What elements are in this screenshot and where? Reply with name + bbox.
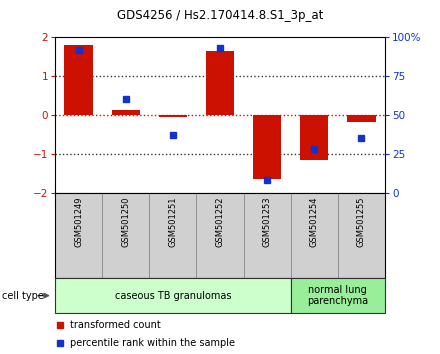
Text: GSM501253: GSM501253 bbox=[263, 196, 271, 247]
Text: GSM501252: GSM501252 bbox=[216, 196, 224, 247]
Text: GDS4256 / Hs2.170414.8.S1_3p_at: GDS4256 / Hs2.170414.8.S1_3p_at bbox=[117, 10, 323, 22]
Bar bbox=[291, 278, 385, 313]
Bar bbox=[112, 110, 140, 115]
Bar bbox=[55, 278, 291, 313]
Text: percentile rank within the sample: percentile rank within the sample bbox=[70, 338, 235, 348]
Text: normal lung
parenchyma: normal lung parenchyma bbox=[307, 285, 368, 307]
Text: GSM501250: GSM501250 bbox=[121, 196, 130, 247]
Text: cell type: cell type bbox=[2, 291, 44, 301]
Text: GSM501249: GSM501249 bbox=[74, 196, 83, 247]
Bar bbox=[300, 115, 328, 160]
Text: transformed count: transformed count bbox=[70, 320, 161, 330]
Text: GSM501254: GSM501254 bbox=[310, 196, 319, 247]
Text: GSM501255: GSM501255 bbox=[357, 196, 366, 247]
Bar bbox=[253, 115, 281, 179]
Bar bbox=[159, 115, 187, 117]
Text: GSM501251: GSM501251 bbox=[169, 196, 177, 247]
Bar bbox=[206, 51, 234, 115]
Bar bbox=[64, 45, 93, 115]
Text: caseous TB granulomas: caseous TB granulomas bbox=[114, 291, 231, 301]
Bar bbox=[347, 115, 376, 122]
